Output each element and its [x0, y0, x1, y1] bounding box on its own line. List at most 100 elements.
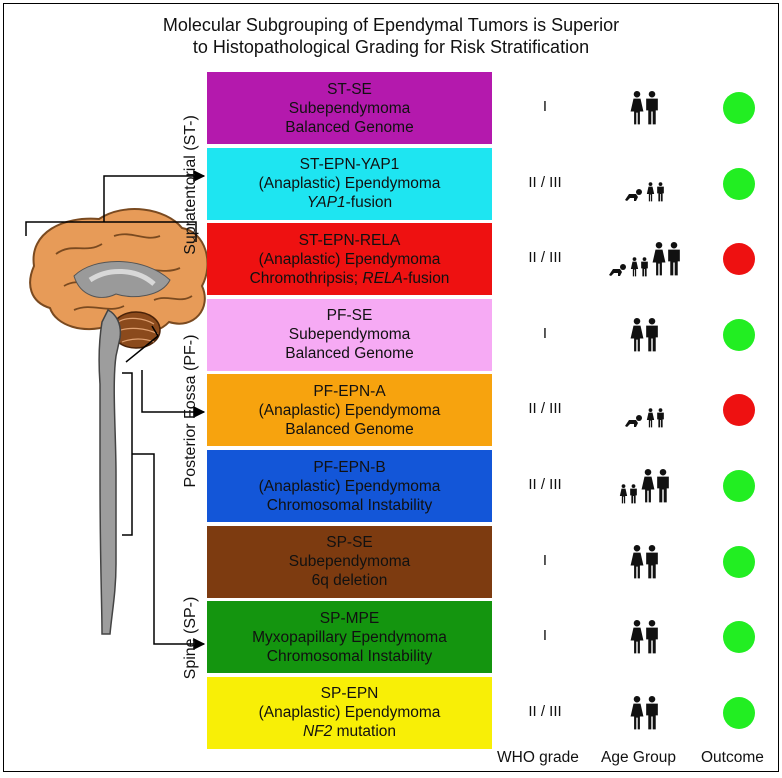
genetics-suffix: 6q deletion: [311, 572, 388, 590]
who-grade-value: I: [542, 551, 548, 569]
child-icon: [619, 484, 638, 504]
subgroup-genetics: Balanced Genome: [207, 344, 492, 363]
genetics-suffix: Chromosomal Instability: [266, 496, 433, 514]
adult-icon: [630, 544, 659, 580]
subgroup-histology: Subependymoma: [288, 553, 411, 571]
column-header-who-grade: WHO grade: [497, 749, 579, 766]
age-group-icons: [584, 615, 704, 655]
age-group-icons: [584, 162, 704, 202]
subgroup-name: PF-EPN-B: [313, 458, 386, 476]
outcome-indicator: [723, 243, 755, 276]
genetics-gene: RELA: [362, 269, 403, 287]
age-group-icons: [584, 691, 704, 731]
adult-icon: [630, 619, 659, 655]
who-grade-value: II / III: [528, 173, 562, 191]
spinal-cord-icon: [98, 308, 122, 635]
age-group-icons: [584, 388, 704, 428]
subgroup-histology: (Anaplastic) Ependymoma: [258, 175, 441, 193]
subgroup-name: SP-SE: [326, 534, 373, 552]
subgroup-name: PF-EPN-A: [313, 382, 386, 400]
subgroup-genetics: YAP1-fusion: [207, 193, 492, 212]
outcome-indicator: [723, 696, 755, 729]
subgroup-histology: Subependymoma: [288, 326, 411, 344]
subgroup-box: PF-EPN-B (Anaplastic) Ependymoma Chromosom…: [207, 450, 492, 522]
outcome-indicator: [723, 545, 755, 578]
age-group-icons: [584, 464, 704, 504]
subgroup-name: ST-SE: [327, 80, 372, 98]
genetics-suffix: Balanced Genome: [285, 345, 414, 363]
adult-icon: [630, 90, 659, 126]
who-grade-value: II / III: [528, 476, 562, 493]
subgroup-box: PF-SE Subependymoma Balanced Genome: [207, 298, 492, 371]
who-grade-value: II / III: [528, 249, 562, 267]
subgroup-genetics: Chromothripsis; RELA-fusion: [207, 269, 492, 288]
subgroup-box: ST-EPN-RELA (Anaplastic) Ependymoma Chromo…: [207, 223, 492, 296]
region-label-supratentorial: Supratentorial (ST-): [182, 115, 199, 255]
subgroup-histology: Myxopapillary Ependymoma: [252, 628, 447, 646]
region-label-posterior-fossa: Posterior Fossa (PF-): [182, 334, 199, 488]
who-grade-value: II / III: [528, 400, 562, 418]
subgroup-genetics: Chromosomal Instability: [207, 647, 492, 666]
subgroup-name: SP-EPN: [320, 685, 379, 703]
who-grade-value: I: [542, 324, 548, 342]
subgroup-histology: (Anaplastic) Ependymoma: [258, 704, 441, 722]
who-grade-value: I: [542, 98, 548, 115]
subgroup-histology: Subependymoma: [288, 99, 411, 117]
column-header-outcome: Outcome: [701, 749, 764, 766]
brain-illustration: [25, 170, 209, 650]
subgroup-name: SP-MPE: [319, 609, 380, 627]
subgroup-name: PF-SE: [326, 307, 373, 325]
child-icon: [630, 257, 649, 277]
child-icon: [646, 181, 665, 202]
subgroup-genetics: 6q deletion: [207, 571, 492, 590]
genetics-suffix: Balanced Genome: [285, 420, 414, 438]
outcome-indicator: [723, 621, 755, 654]
subgroup-box: ST-EPN-YAP1 (Anaplastic) Ependymoma YAP1-f…: [207, 147, 492, 220]
adult-icon: [652, 241, 681, 277]
age-group-icons: [584, 237, 704, 277]
subgroup-histology: (Anaplastic) Ependymoma: [258, 477, 441, 495]
subgroup-genetics: Balanced Genome: [207, 118, 492, 137]
genetics-prefix: Chromothripsis;: [249, 269, 363, 287]
genetics-suffix: Balanced Genome: [285, 118, 414, 136]
subgroup-name: ST-EPN-RELA: [298, 231, 401, 249]
title-line-1: Molecular Subgrouping of Ependymal Tumor…: [162, 15, 620, 35]
who-grade-value: II / III: [528, 702, 562, 720]
age-group-icons: [584, 313, 704, 353]
subgroup-histology: (Anaplastic) Ependymoma: [258, 250, 441, 268]
subgroup-genetics: NF2 mutation: [207, 722, 492, 741]
outcome-indicator: [723, 92, 755, 124]
figure-title: Molecular Subgrouping of Ependymal Tumor…: [4, 14, 778, 58]
subgroup-box: SP-SE Subependymoma 6q deletion: [207, 525, 492, 598]
subgroup-box: SP-EPN (Anaplastic) Ependymoma NF2 mutatio…: [207, 676, 492, 749]
subgroup-name: ST-EPN-YAP1: [299, 156, 400, 174]
subgroup-genetics: Chromosomal Instability: [207, 496, 492, 515]
genetics-gene: YAP1: [306, 194, 346, 212]
genetics-gene: NF2: [302, 723, 333, 741]
genetics-suffix: -fusion: [345, 194, 393, 212]
region-connectors: [25, 170, 206, 650]
region-label-spine: Spine (SP-): [182, 596, 199, 680]
genetics-suffix: Chromosomal Instability: [266, 647, 433, 665]
outcome-indicator: [723, 318, 755, 351]
genetics-suffix: -fusion: [402, 269, 450, 287]
adult-icon: [630, 695, 659, 731]
adult-icon: [641, 468, 670, 504]
subgroup-box: PF-EPN-A (Anaplastic) Ependymoma Balanced …: [207, 374, 492, 447]
subgroup-box: ST-SE Subependymoma Balanced Genome: [207, 72, 492, 144]
subgroup-box: SP-MPE Myxopapillary Ependymoma Chromosoma…: [207, 601, 492, 674]
outcome-indicator: [723, 470, 755, 502]
outcome-indicator: [723, 394, 755, 427]
infant-icon: [607, 263, 627, 277]
genetics-suffix: mutation: [332, 723, 397, 741]
title-line-2: to Histopathological Grading for Risk St…: [192, 37, 590, 57]
who-grade-value: I: [542, 627, 548, 645]
infant-icon: [623, 188, 643, 202]
child-icon: [646, 408, 665, 428]
column-header-age-group: Age Group: [601, 749, 676, 766]
adult-icon: [630, 317, 659, 353]
outcome-indicator: [723, 167, 755, 200]
subgroup-genetics: Balanced Genome: [207, 420, 492, 439]
age-group-icons: [584, 86, 704, 126]
infant-icon: [623, 414, 643, 428]
